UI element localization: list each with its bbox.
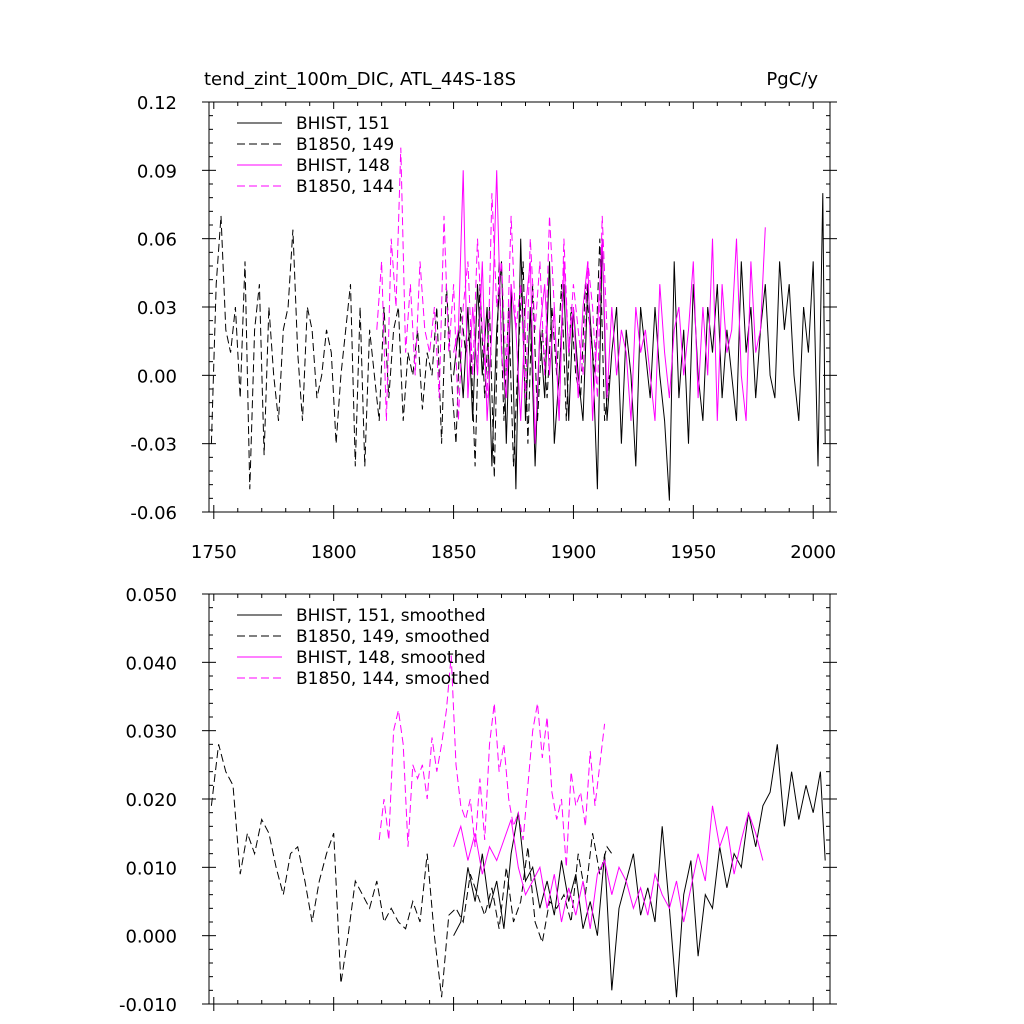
plot-area [210, 655, 826, 998]
chart-title: tend_zint_100m_DIC, ATL_44S-18S [204, 69, 516, 90]
x-tick-label: 1900 [551, 542, 597, 563]
y-tick-label: 0.03 [137, 298, 177, 319]
y-tick-label: -0.06 [130, 503, 177, 524]
top-panel: 1750 1800 1850 1900 1950 2000 -0.06 -0.03 0.00 0.… [130, 93, 837, 563]
series-line-1 [210, 215, 610, 490]
series-line-2 [453, 805, 764, 929]
y-tick-label: 0.010 [125, 858, 177, 879]
x-tick-label: 1750 [191, 542, 237, 563]
units-label: PgC/y [766, 69, 818, 90]
y-tick-label: -0.03 [130, 435, 177, 456]
series-line-3 [376, 147, 608, 421]
legend-label: B1850, 149 [296, 135, 394, 155]
bottom-panel: -0.010 0.000 0.010 0.020 0.030 0.040 0.050 BHIS… [119, 585, 837, 1016]
y-tick-label: 0.050 [125, 585, 177, 606]
series-line-2 [453, 170, 766, 444]
y-tick-label: 0.000 [125, 927, 177, 948]
legend-label: BHIST, 148, smoothed [296, 648, 486, 668]
legend-label: B1850, 149, smoothed [296, 627, 490, 647]
x-tick-label: 1950 [670, 542, 716, 563]
legend-label: B1850, 144 [296, 177, 394, 197]
series-line-0 [453, 744, 826, 998]
legend-label: B1850, 144, smoothed [296, 669, 490, 689]
x-tick-label: 2000 [790, 542, 836, 563]
legend-label: BHIST, 151, smoothed [296, 606, 486, 626]
series-line-3 [378, 655, 606, 868]
y-tick-label: 0.12 [137, 93, 177, 114]
series-line-0 [453, 193, 826, 501]
legend-label: BHIST, 148 [296, 156, 390, 176]
y-tick-label: 0.00 [137, 366, 177, 387]
x-tick-label: 1850 [431, 542, 477, 563]
y-tick-label: 0.06 [137, 230, 177, 251]
plot-area [210, 147, 826, 501]
y-tick-label: 0.09 [137, 161, 177, 182]
legend-label: BHIST, 151 [296, 114, 390, 134]
y-tick-label: 0.020 [125, 790, 177, 811]
y-tick-label: -0.010 [119, 995, 177, 1016]
x-tick-label: 1800 [311, 542, 357, 563]
series-line-1 [210, 744, 613, 998]
y-tick-label: 0.040 [125, 653, 177, 674]
y-tick-label: 0.030 [125, 722, 177, 743]
